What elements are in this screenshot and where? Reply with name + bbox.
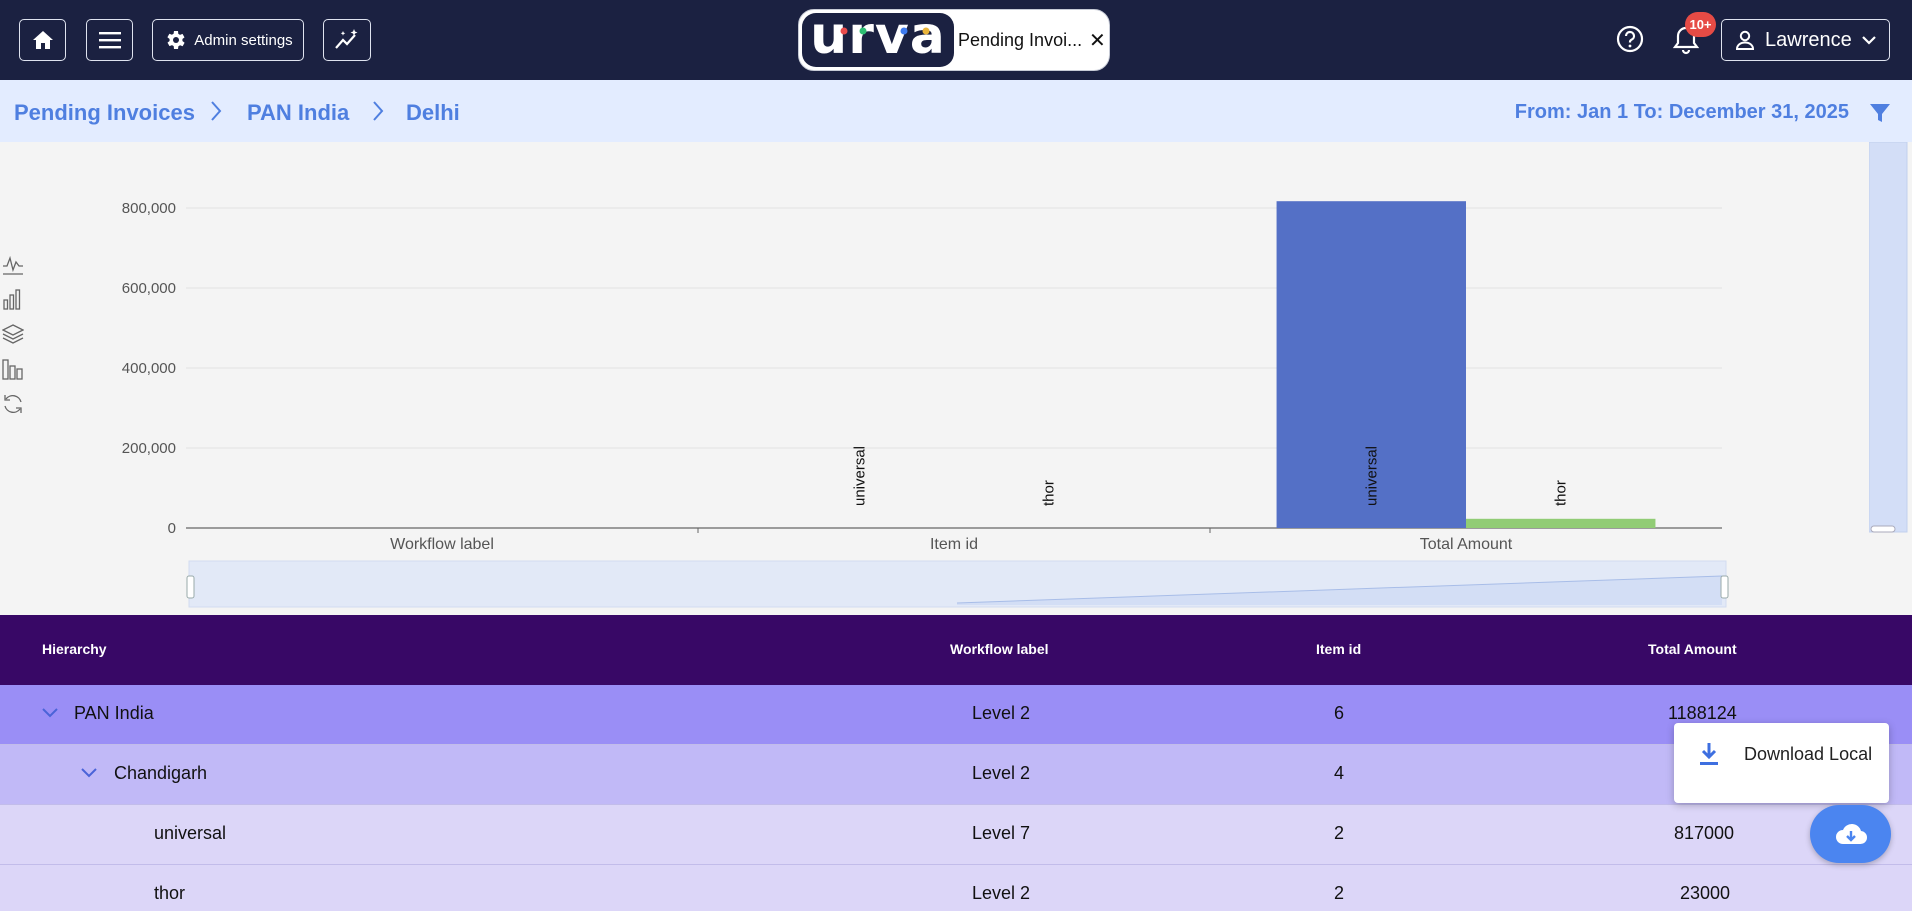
download-fab-button[interactable] (1810, 805, 1891, 863)
breadcrumb-item-pending-invoices[interactable]: Pending Invoices (14, 100, 195, 125)
breadcrumb-item-pan-india[interactable]: PAN India (247, 100, 350, 125)
x-tick-label: Total Amount (1420, 536, 1513, 553)
amount-cell: 1188124 (1668, 703, 1737, 723)
y-tick-label: 200,000 (122, 440, 176, 457)
gear-icon (167, 31, 185, 49)
help-button[interactable] (1615, 24, 1645, 59)
home-button[interactable] (19, 19, 66, 61)
home-icon (32, 31, 53, 49)
chevron-right-icon (373, 101, 384, 121)
zoom-handle-right[interactable] (1720, 575, 1729, 599)
y-tick-label: 600,000 (122, 280, 176, 297)
y-tick-label: 400,000 (122, 360, 176, 377)
column-header-workflow-label[interactable]: Workflow label (950, 641, 1049, 657)
table-header: Hierarchy Workflow label Item id Total A… (0, 615, 1912, 685)
filter-icon[interactable] (1868, 101, 1892, 125)
user-icon (1735, 30, 1755, 50)
breadcrumb-item-delhi[interactable]: Delhi (406, 100, 460, 125)
tiled-icon[interactable] (2, 357, 24, 381)
hierarchy-cell: universal (154, 823, 227, 843)
x-tick-label: Workflow label (390, 536, 494, 553)
chevron-down-icon (1861, 36, 1876, 45)
bar-series-label: universal (851, 446, 868, 506)
workflow-cell: Level 2 (972, 883, 1031, 903)
bar-chart: 0 200,000 400,000 600,000 800,000 Workflow la… (122, 200, 1729, 608)
item-id-cell: 6 (1334, 703, 1345, 723)
item-id-cell: 4 (1334, 763, 1345, 783)
urva-logo: urva (802, 10, 954, 67)
download-local-option[interactable]: Download Local (1744, 744, 1873, 764)
tab-close-button[interactable]: ✕ (1089, 30, 1106, 52)
x-tick-label: Item id (930, 536, 978, 553)
bar-chart-icon[interactable] (2, 287, 24, 311)
chart-bar[interactable] (1276, 201, 1466, 528)
admin-settings-label: Admin settings (194, 31, 293, 49)
y-tick-label: 0 (168, 520, 176, 537)
tab-label: Pending Invoi... (958, 30, 1083, 50)
column-header-total-amount[interactable]: Total Amount (1648, 641, 1737, 657)
chevron-right-icon (211, 101, 222, 121)
download-icon (1700, 743, 1718, 765)
open-tab[interactable]: urva Pending Invoi... ✕ (798, 9, 1110, 71)
stack-icon[interactable] (2, 322, 24, 346)
workflow-cell: Level 2 (972, 763, 1031, 783)
refresh-icon[interactable] (2, 392, 24, 416)
cloud-download-icon (1835, 823, 1867, 845)
y-tick-label: 800,000 (122, 200, 176, 217)
trend-sparkle-icon (335, 29, 358, 49)
breadcrumb: Pending Invoices PAN India Delhi From: J… (0, 80, 1912, 142)
user-menu-button[interactable]: Lawrence (1721, 19, 1890, 61)
top-bar: Admin settings urva Pending Invoi... ✕ 1… (0, 0, 1912, 80)
workflow-cell: Level 7 (972, 823, 1031, 843)
table-row[interactable]: thor Level 2 2 23000 (0, 865, 1912, 911)
hierarchy-cell: PAN India (74, 703, 154, 723)
table-row[interactable]: PAN India Level 2 6 1188124 (0, 685, 1912, 745)
help-icon (1616, 25, 1644, 53)
table-row[interactable]: Chandigarh Level 2 4 (0, 745, 1912, 805)
table-row[interactable]: universal Level 7 2 817000 (0, 805, 1912, 865)
bar-series-label: thor (1553, 480, 1570, 506)
chart-bar[interactable] (1466, 518, 1656, 528)
hierarchy-cell: thor (154, 883, 186, 903)
hierarchy-cell: Chandigarh (114, 763, 208, 783)
line-chart-icon[interactable] (2, 252, 24, 276)
download-menu: Download Local (1674, 723, 1889, 803)
date-range: From: Jan 1 To: December 31, 2025 (1514, 101, 1849, 123)
column-header-item-id[interactable]: Item id (1316, 641, 1362, 657)
hamburger-icon (98, 32, 121, 49)
chart-area: 0 200,000 400,000 600,000 800,000 Workflow la… (0, 142, 1912, 615)
user-name: Lawrence (1765, 28, 1852, 51)
item-id-cell: 2 (1334, 823, 1345, 843)
chevron-down-icon[interactable] (80, 767, 98, 779)
workflow-cell: Level 2 (972, 703, 1031, 723)
zoom-handle-left[interactable] (186, 575, 195, 599)
bar-series-label: universal (1363, 446, 1380, 506)
vertical-zoom-slider[interactable] (1869, 142, 1909, 534)
logo-dots (840, 27, 930, 35)
insights-button[interactable] (323, 19, 371, 61)
column-header-hierarchy[interactable]: Hierarchy (42, 641, 107, 657)
admin-settings-button[interactable]: Admin settings (152, 19, 304, 61)
amount-cell: 23000 (1680, 883, 1731, 903)
item-id-cell: 2 (1334, 883, 1345, 903)
amount-cell: 817000 (1674, 823, 1735, 843)
zoom-preview-line (956, 575, 1723, 604)
chart-toolbox (2, 252, 24, 427)
menu-button[interactable] (86, 19, 133, 61)
chevron-down-icon[interactable] (41, 707, 59, 719)
bar-series-label: thor (1041, 480, 1058, 506)
notification-badge: 10+ (1685, 12, 1716, 37)
